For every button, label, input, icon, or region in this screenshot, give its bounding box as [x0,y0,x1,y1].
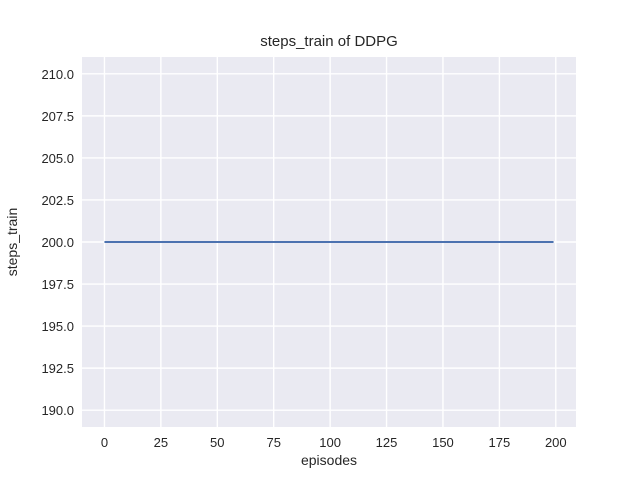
y-tick-label: 195.0 [41,319,74,335]
chart-title: steps_train of DDPG [260,33,398,50]
y-axis-label: steps_train [4,207,20,277]
y-tick-label: 200.0 [41,235,74,250]
x-tick-label: 150 [432,435,454,450]
y-tick-label: 190.0 [41,403,74,419]
plot-area [82,57,576,427]
y-tick-label: 192.5 [41,361,74,377]
y-tick-label: 202.5 [41,192,74,208]
x-tick-label: 75 [266,435,281,450]
y-tick-label: 197.5 [41,277,74,293]
y-tick-label: 205.0 [41,150,74,166]
x-axis-label: episodes [300,452,358,468]
x-tick-label: 25 [153,435,169,450]
y-tick-label: 207.5 [41,108,74,124]
y-tick-label: 210.0 [41,66,74,82]
x-tick-label: 100 [319,435,341,450]
x-tick-label: 175 [488,435,511,450]
x-tick-label: 200 [544,435,567,450]
x-tick-label: 125 [375,435,398,450]
x-tick-label: 50 [210,435,225,450]
plot-canvas [82,57,576,427]
x-tick-label: 0 [100,435,109,450]
